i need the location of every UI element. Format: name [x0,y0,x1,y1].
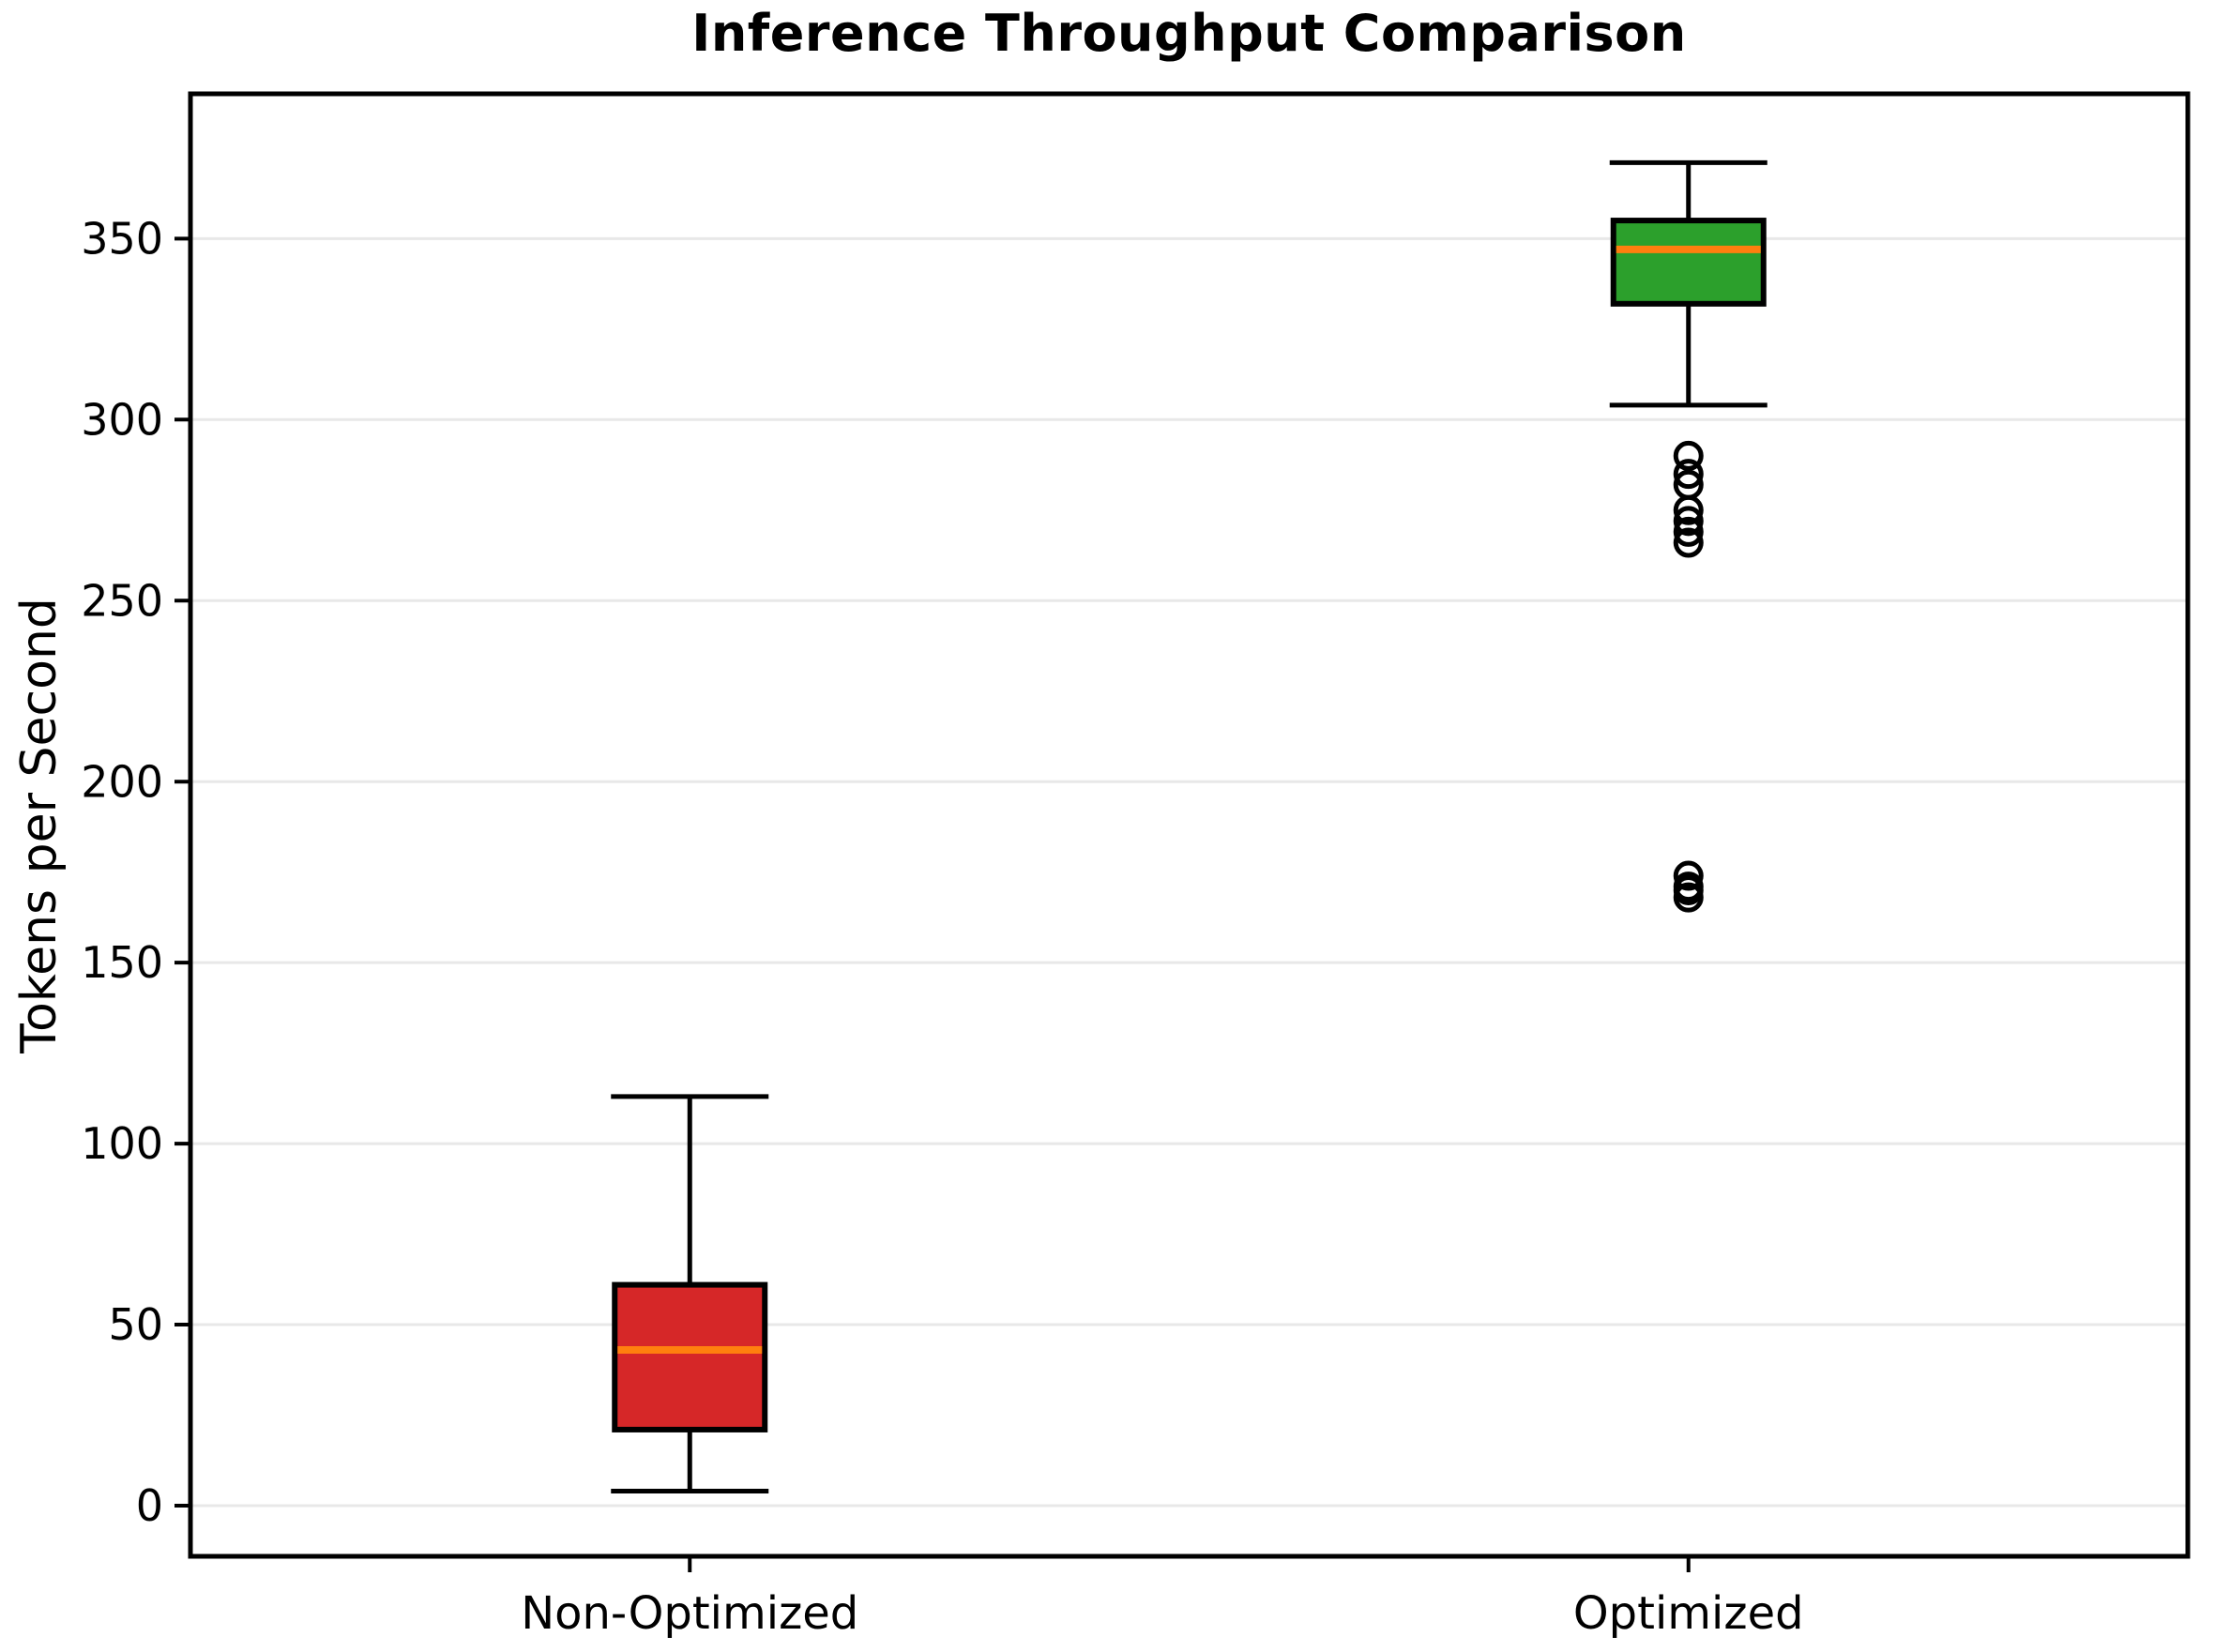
box-non-optimized [612,1281,768,1432]
y-tick-label: 200 [81,756,163,807]
y-tick-label: 250 [81,575,163,626]
axes-frame [188,91,2191,1559]
y-tick-label: 300 [81,394,163,445]
chart-title: Inference Throughput Comparison [691,4,1687,63]
outlier-point [1673,882,1704,913]
y-tick-label: 50 [108,1299,163,1350]
outlier-point [1673,860,1704,891]
y-tick-label: 350 [81,213,163,264]
outlier-point [1673,527,1704,558]
outlier-point [1673,494,1704,525]
outlier-point [1673,506,1704,537]
outlier-point [1673,516,1704,547]
x-tick-label: Non-Optimized [521,1587,858,1640]
y-tick-label: 100 [81,1118,163,1169]
outlier-point [1673,459,1704,490]
y-tick-label: 0 [136,1480,163,1531]
x-tick-label: Optimized [1573,1587,1804,1640]
outlier-point [1673,440,1704,471]
box-optimized [1610,218,1767,307]
y-tick-label: 150 [81,937,163,988]
